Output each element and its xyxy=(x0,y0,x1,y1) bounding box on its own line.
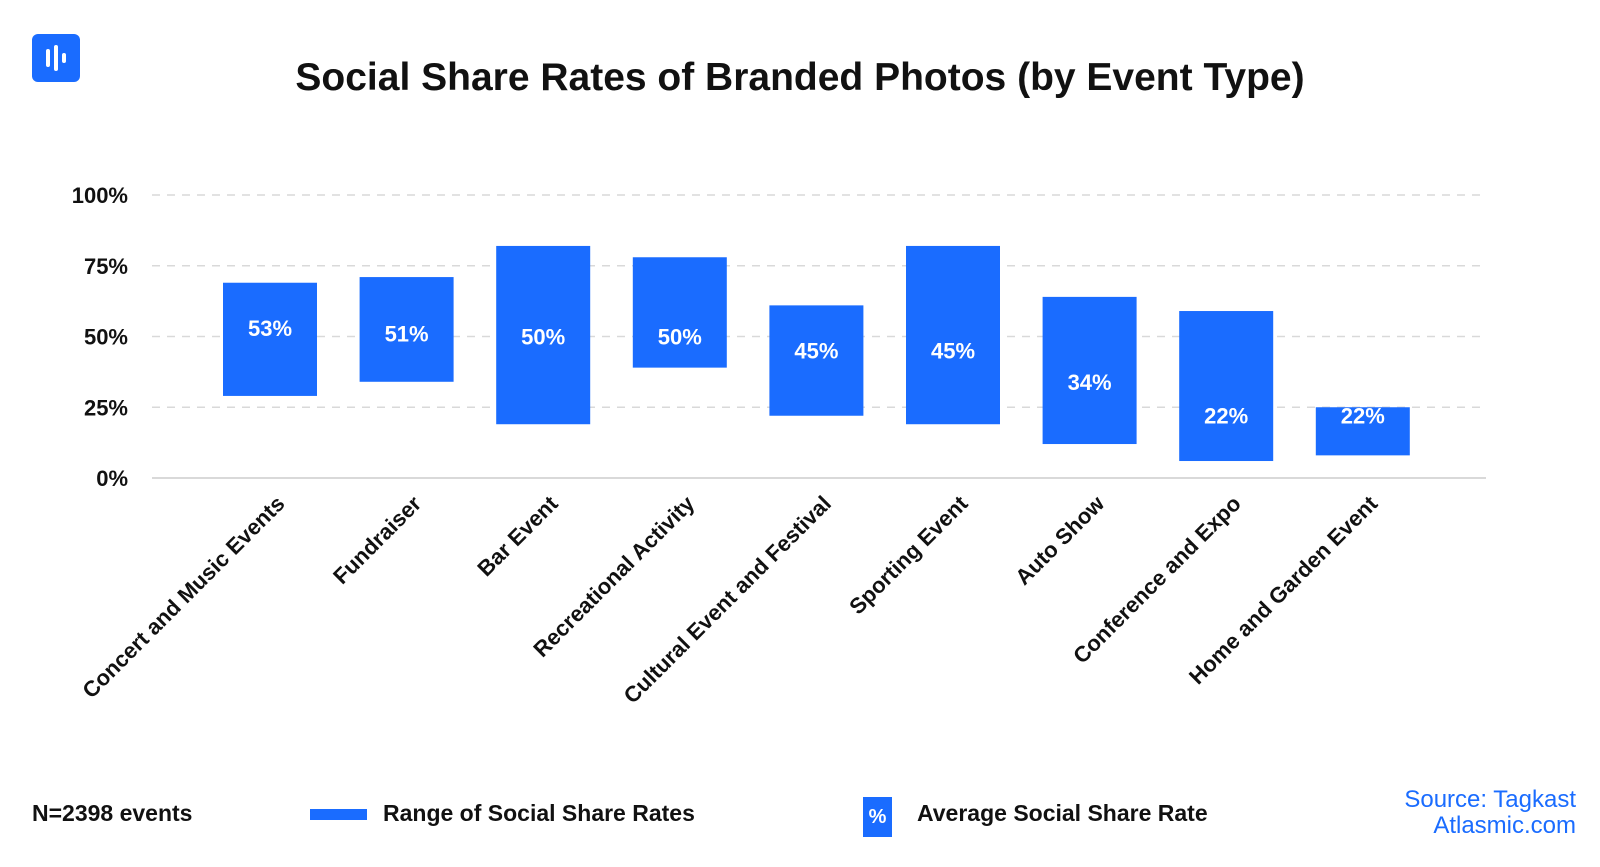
range-bar xyxy=(632,257,727,368)
y-tick-label: 75% xyxy=(84,254,128,279)
average-label: 22% xyxy=(1341,404,1385,429)
range-bar xyxy=(1179,311,1274,462)
range-bar xyxy=(906,245,1000,425)
source-site: Atlasmic.com xyxy=(1433,812,1576,839)
y-tick-label: 50% xyxy=(84,325,128,350)
average-label: 34% xyxy=(1068,370,1112,395)
average-label: 50% xyxy=(521,325,565,350)
average-label: 45% xyxy=(931,339,975,364)
brand-logo xyxy=(32,34,80,82)
average-label: 45% xyxy=(794,339,838,364)
average-label: 51% xyxy=(385,322,429,347)
legend-range-label: Range of Social Share Rates xyxy=(383,800,695,826)
x-tick-label: Concert and Music Events xyxy=(77,491,289,703)
y-tick-label: 25% xyxy=(84,395,128,420)
x-tick-label: Auto Show xyxy=(1010,490,1110,590)
sample-size-note: N=2398 events xyxy=(32,800,193,826)
legend-range-swatch xyxy=(310,809,367,820)
x-tick-label: Sporting Event xyxy=(844,490,973,619)
range-bar xyxy=(769,305,864,416)
y-tick-label: 100% xyxy=(72,183,128,208)
source-credit: Source: Tagkast Atlasmic.com xyxy=(1404,787,1576,839)
average-label: 22% xyxy=(1204,404,1248,429)
legend-average-swatch: % xyxy=(863,797,892,837)
range-bar xyxy=(1042,296,1137,445)
source-line: Source: Tagkast xyxy=(1404,786,1576,813)
range-bar xyxy=(223,282,317,396)
average-label: 53% xyxy=(248,316,292,341)
legend-average-label: Average Social Share Rate xyxy=(917,800,1208,826)
range-bar xyxy=(496,245,591,425)
bars: 53% 51% 50% 50% 45% 45% 34% 22% 22% xyxy=(223,245,1410,462)
x-tick-label: Fundraiser xyxy=(328,491,426,589)
average-label: 50% xyxy=(658,325,702,350)
chart-title: Social Share Rates of Branded Photos (by… xyxy=(295,56,1305,99)
x-axis-ticks: Concert and Music Events Fundraiser Bar Ev… xyxy=(77,490,1382,708)
y-tick-label: 0% xyxy=(96,466,128,491)
range-bar xyxy=(359,277,454,382)
audio-waveform-icon xyxy=(46,45,66,71)
range-bar xyxy=(1315,407,1410,456)
x-tick-label: Bar Event xyxy=(472,490,563,581)
y-axis-ticks: 0% 25% 50% 75% 100% xyxy=(72,183,128,491)
range-bar-chart: 0% 25% 50% 75% 100% 53% 51% 50% 50% 45% 45% 34% 22%… xyxy=(72,183,1486,708)
